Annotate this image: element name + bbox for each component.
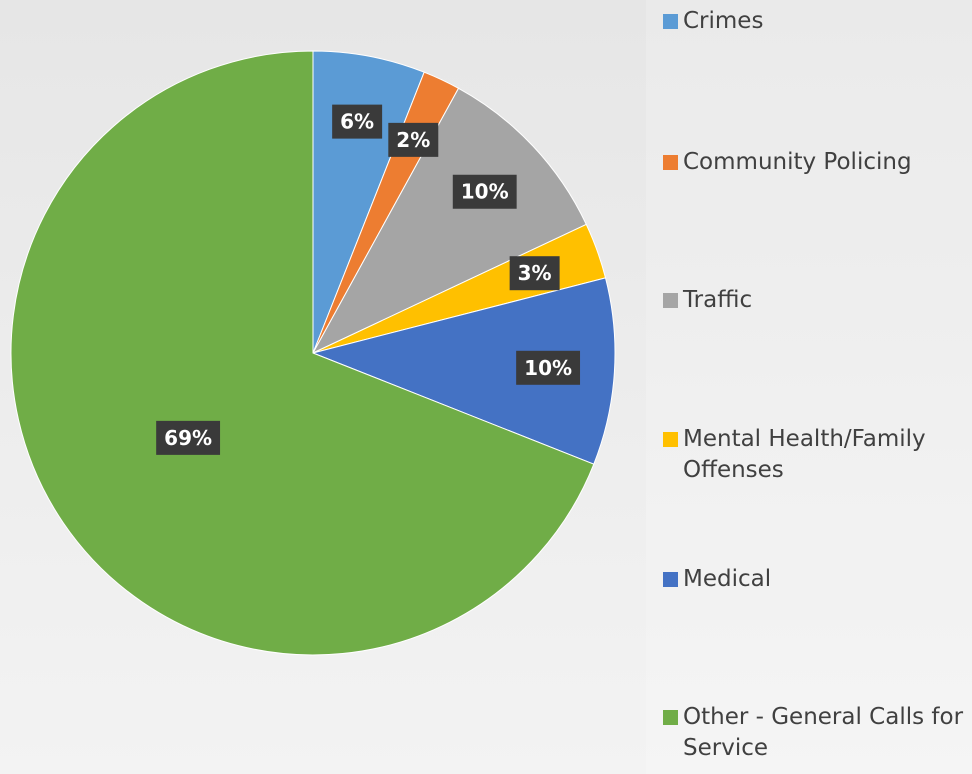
data-label-box <box>509 256 560 291</box>
data-label: 6% <box>332 104 383 139</box>
data-label-box <box>388 122 439 157</box>
legend-swatch <box>663 710 678 725</box>
data-label-box <box>156 420 221 455</box>
legend-swatch <box>663 572 678 587</box>
legend-label: Other - General Calls for Service <box>683 704 964 761</box>
legend-label: Medical <box>683 566 772 592</box>
data-label-text: 10% <box>524 356 572 380</box>
legend: Crimes Community Policing Traffic Mental He… <box>646 0 972 774</box>
data-label: 69% <box>156 420 221 455</box>
chart: 6% 2% 10% 3% 10% 69% <box>10 50 616 656</box>
legend-label: Mental Health/Family Offenses <box>683 426 926 483</box>
data-label-text: 2% <box>396 128 430 152</box>
data-label-box <box>332 104 383 139</box>
data-label: 2% <box>388 122 439 157</box>
pie-slice <box>311 87 587 355</box>
data-label-text: 10% <box>461 180 509 204</box>
data-label-text: 6% <box>340 110 374 134</box>
data-label-box <box>452 174 517 209</box>
legend-swatch <box>663 14 678 29</box>
data-label-box <box>516 350 581 385</box>
data-label-text: 69% <box>164 426 212 450</box>
legend-label: Traffic <box>683 287 753 313</box>
legend-label: Crimes <box>683 8 764 34</box>
data-label: 3% <box>509 256 560 291</box>
legend-swatch <box>663 293 678 308</box>
legend-swatch <box>663 432 678 447</box>
pie-slice <box>10 50 595 656</box>
legend-label: Community Policing <box>683 149 912 175</box>
legend-swatch <box>663 155 678 170</box>
data-label-text: 3% <box>518 261 552 285</box>
data-label: 10% <box>452 174 517 209</box>
pie-slice <box>311 277 616 465</box>
data-label: 10% <box>516 350 581 385</box>
